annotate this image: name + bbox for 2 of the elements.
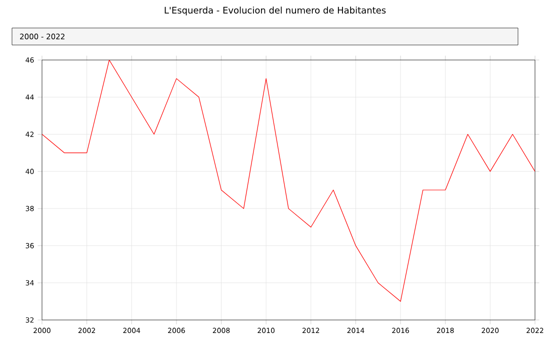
chart-title: L'Esquerda - Evolucion del numero de Habitantes [164, 6, 386, 16]
line-series [42, 60, 535, 302]
